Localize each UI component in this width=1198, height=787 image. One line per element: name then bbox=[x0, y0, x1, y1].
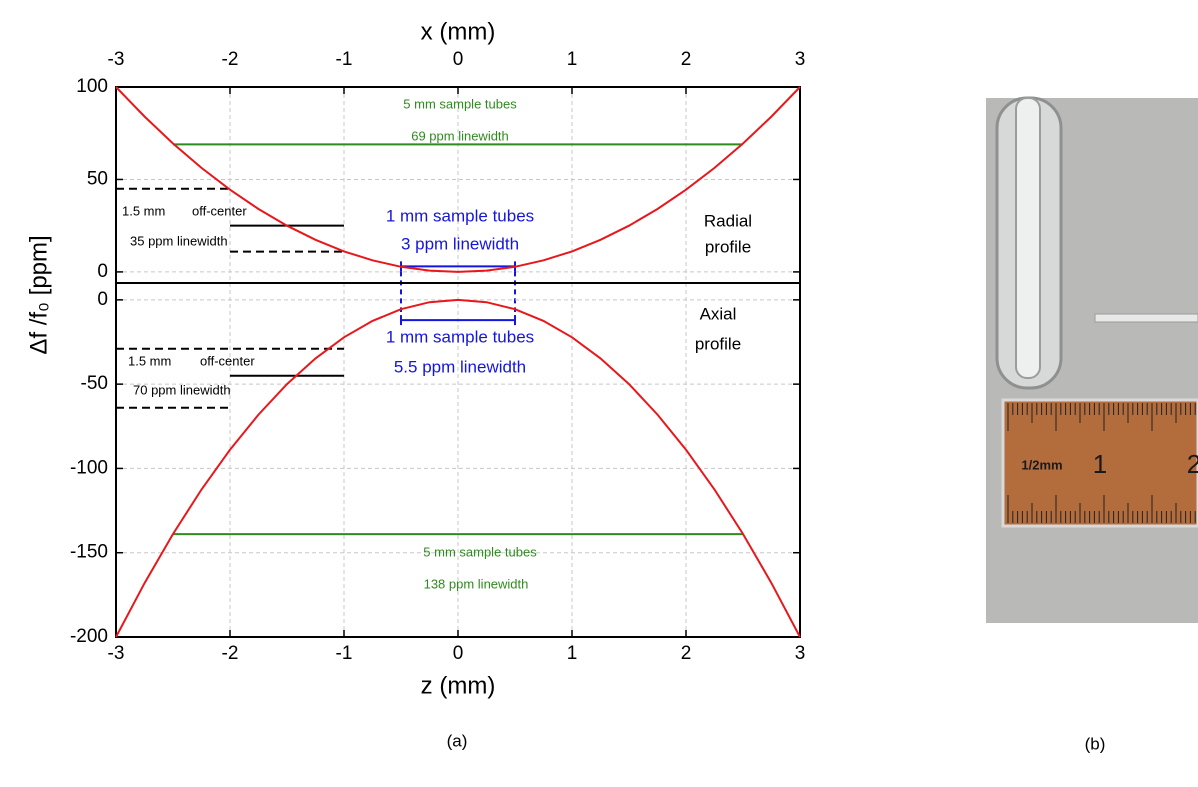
annotation: 1 mm sample tubes bbox=[386, 327, 534, 346]
plot-panel: -3 -2 -1 0 1 2 3 -200 -150 -100 -50 0 z (mm) Axial pro… bbox=[70, 282, 806, 699]
photo: 1/2mm 1 2 bbox=[986, 96, 1198, 623]
x-tick-label: 1 bbox=[567, 643, 578, 664]
annotation: 1.5 mm bbox=[122, 203, 165, 218]
y-tick-label: -200 bbox=[70, 626, 108, 647]
annotation: profile bbox=[695, 334, 741, 353]
x-tick-label: 2 bbox=[681, 49, 692, 70]
annotation: 5.5 ppm linewidth bbox=[394, 357, 526, 376]
annotation: off-center bbox=[200, 353, 255, 368]
y-tick-label: -150 bbox=[70, 542, 108, 563]
x-tick-label: -3 bbox=[108, 643, 125, 664]
x-tick-label: -3 bbox=[108, 49, 125, 70]
x-tick-label: 3 bbox=[795, 643, 806, 664]
curve bbox=[115, 86, 801, 273]
x-tick-label: 0 bbox=[453, 643, 464, 664]
annotation: Radial bbox=[704, 211, 752, 230]
x-tick-label: 1 bbox=[567, 49, 578, 70]
annotation: 5 mm sample tubes bbox=[423, 544, 537, 559]
y-tick-label: 100 bbox=[76, 76, 108, 97]
annotation: off-center bbox=[192, 203, 247, 218]
annotation: Axial bbox=[700, 304, 737, 323]
x-tick-label: -1 bbox=[336, 643, 353, 664]
plot-frame bbox=[115, 282, 801, 638]
y-tick-label: 50 bbox=[87, 168, 108, 189]
caption: (b) bbox=[1085, 734, 1106, 753]
annotation: 3 ppm linewidth bbox=[401, 234, 519, 253]
ruler-label: 2 bbox=[1187, 449, 1198, 479]
ruler bbox=[1001, 398, 1198, 528]
annotation: 1.5 mm bbox=[128, 353, 171, 368]
y-tick-label: 0 bbox=[97, 261, 108, 282]
annotation: 35 ppm linewidth bbox=[130, 233, 228, 248]
x-tick-label: 0 bbox=[453, 49, 464, 70]
annotation: 69 ppm linewidth bbox=[411, 128, 509, 143]
y-tick-label: -100 bbox=[70, 457, 108, 478]
annotation: 138 ppm linewidth bbox=[424, 576, 529, 591]
small-tube bbox=[1094, 313, 1198, 323]
x-tick-label: 3 bbox=[795, 49, 806, 70]
annotation: 5 mm sample tubes bbox=[403, 96, 517, 111]
ruler-label: 1 bbox=[1093, 449, 1107, 479]
y-tick-label: -50 bbox=[81, 373, 108, 394]
x-tick-label: -2 bbox=[222, 49, 239, 70]
x-axis-label: x (mm) bbox=[421, 18, 496, 45]
curve bbox=[115, 298, 801, 638]
ruler-label: 1/2mm bbox=[1021, 457, 1062, 472]
y-axis-label: Δf /f₀ [ppm] bbox=[25, 235, 52, 354]
plot-panel: -3 -2 -1 0 1 2 3 0 50 100 x (mm) Δf /f₀ [ppm] 5 mm s… bbox=[25, 18, 805, 354]
tube-inner bbox=[1015, 97, 1041, 379]
ruler-ticks bbox=[1007, 403, 1196, 523]
annotation: 1 mm sample tubes bbox=[386, 206, 534, 225]
x-tick-label: -2 bbox=[222, 643, 239, 664]
x-tick-label: 2 bbox=[681, 643, 692, 664]
y-tick-label: 0 bbox=[97, 289, 108, 310]
x-tick-label: -1 bbox=[336, 49, 353, 70]
caption: (a) bbox=[447, 731, 468, 750]
annotation: 70 ppm linewidth bbox=[133, 382, 231, 397]
annotation: profile bbox=[705, 237, 751, 256]
x-axis-label: z (mm) bbox=[421, 672, 496, 699]
